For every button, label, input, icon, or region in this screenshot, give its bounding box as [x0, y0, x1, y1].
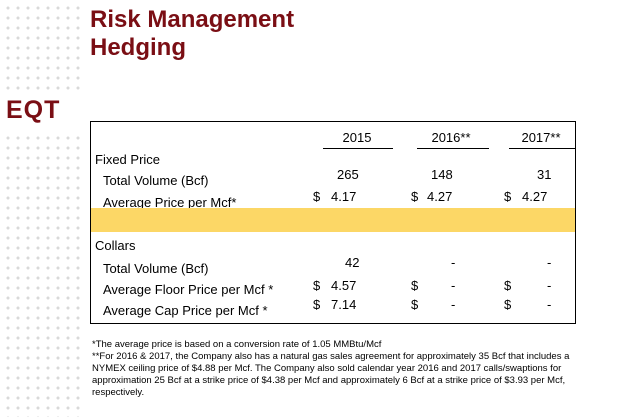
currency-symbol: $ [504, 278, 512, 293]
title-line-1: Risk Management [90, 6, 295, 33]
logo-backdrop [0, 92, 84, 132]
currency-symbol: $ [411, 297, 419, 312]
column-underline [417, 148, 489, 149]
currency-symbol: $ [313, 297, 321, 312]
collars-floor-price-2015: 4.57 [331, 278, 357, 293]
column-header-2015: 2015 [342, 130, 372, 145]
fixed-average-price-label: Average Price per Mcf* [103, 195, 237, 210]
fixed-average-price-2017: 4.27 [522, 189, 548, 204]
page-title: Risk Management Hedging [90, 6, 294, 62]
collars-floor-price-label: Average Floor Price per Mcf * [103, 282, 274, 297]
hedging-table: 2015 2016** 2017** Fixed Price Total Vol… [90, 121, 576, 324]
footnote-line: **For 2016 & 2017, the Company also has … [92, 351, 570, 362]
company-logo: EQT [6, 96, 61, 124]
fixed-total-volume-2017: 31 [537, 167, 552, 182]
footnote-line: respectively. [92, 387, 145, 398]
collars-heading: Collars [95, 238, 136, 253]
collars-cap-price-2016: - [451, 297, 456, 312]
fixed-price-heading: Fixed Price [95, 152, 161, 167]
column-underline [509, 148, 575, 149]
fixed-average-price-2016: 4.27 [427, 189, 453, 204]
column-underline [323, 148, 393, 149]
collars-total-volume-2016: - [451, 255, 456, 270]
footnote-line: NYMEX ceiling price of $4.88 per Mcf. Th… [92, 363, 562, 374]
collars-floor-price-2017: - [547, 278, 552, 293]
footnote-conversion: *The average price is based on a convers… [92, 339, 382, 350]
footnote-line: approximation 25 Bcf at a strike price o… [92, 375, 566, 386]
fixed-average-price-2015: 4.17 [331, 189, 357, 204]
decorative-dot-pattern [0, 0, 84, 417]
column-header-2016: 2016** [431, 130, 471, 145]
collars-cap-price-2017: - [547, 297, 552, 312]
highlight-band [91, 208, 575, 232]
fixed-total-volume-label: Total Volume (Bcf) [103, 173, 209, 188]
currency-symbol: $ [313, 189, 321, 204]
collars-total-volume-2015: 42 [345, 255, 360, 270]
currency-symbol: $ [504, 297, 512, 312]
collars-floor-price-2016: - [451, 278, 456, 293]
collars-total-volume-label: Total Volume (Bcf) [103, 261, 209, 276]
collars-cap-price-2015: 7.14 [331, 297, 357, 312]
currency-symbol: $ [411, 278, 419, 293]
currency-symbol: $ [504, 189, 512, 204]
collars-total-volume-2017: - [547, 255, 552, 270]
fixed-total-volume-2016: 148 [431, 167, 453, 182]
currency-symbol: $ [313, 278, 321, 293]
currency-symbol: $ [411, 189, 419, 204]
column-header-2017: 2017** [521, 130, 561, 145]
title-line-2: Hedging [90, 34, 186, 61]
collars-cap-price-label: Average Cap Price per Mcf * [103, 303, 268, 318]
fixed-total-volume-2015: 265 [337, 167, 359, 182]
